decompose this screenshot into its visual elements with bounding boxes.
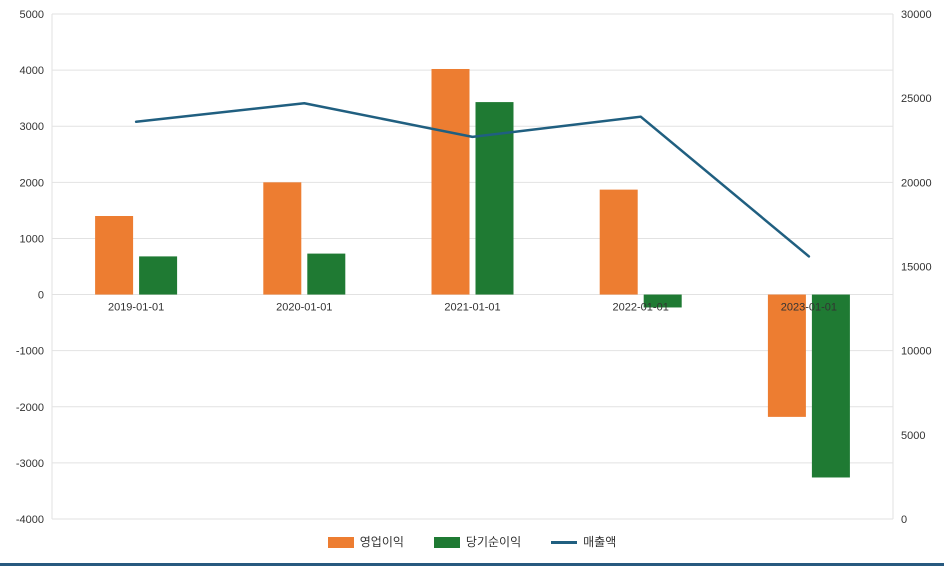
bar-operating-profit: [767, 294, 806, 417]
y-axis-tick-left: 3000: [20, 121, 44, 133]
legend-item-revenue[interactable]: 매출액: [551, 536, 616, 548]
y-axis-tick-left: 2000: [20, 177, 44, 189]
x-axis-tick: 2019-01-01: [108, 302, 164, 314]
legend-swatch-operating-profit-icon: [327, 536, 354, 548]
bar-operating-profit: [599, 189, 638, 295]
bar-operating-profit: [95, 216, 134, 295]
y-axis-tick-right: 0: [901, 514, 907, 526]
bar-net-income: [307, 253, 346, 295]
y-axis-tick-right: 10000: [901, 346, 932, 358]
y-axis-tick-right: 15000: [901, 262, 932, 274]
x-axis-tick: 2023-01-01: [781, 302, 837, 314]
bar-operating-profit: [263, 182, 302, 295]
y-axis-tick-left: -3000: [16, 458, 44, 470]
y-axis-tick-left: -2000: [16, 402, 44, 414]
x-axis-tick: 2021-01-01: [444, 302, 500, 314]
legend-label-revenue: 매출액: [583, 535, 617, 549]
y-axis-tick-right: 5000: [901, 430, 925, 442]
y-axis-tick-right: 20000: [901, 177, 932, 189]
y-axis-tick-right: 25000: [901, 93, 932, 105]
y-axis-tick-left: -4000: [16, 514, 44, 526]
bar-net-income: [811, 294, 850, 478]
y-axis-tick-right: 30000: [901, 9, 932, 21]
y-axis-tick-left: 4000: [20, 65, 44, 77]
bar-net-income: [139, 256, 178, 295]
y-axis-tick-left: 5000: [20, 9, 44, 21]
x-axis-tick: 2022-01-01: [613, 302, 669, 314]
y-axis-tick-left: -1000: [16, 346, 44, 358]
legend-swatch-revenue-line-icon: [551, 540, 578, 544]
legend-swatch-net-income-icon: [433, 536, 460, 548]
legend-label-operating-profit: 영업이익: [359, 535, 404, 549]
legend-item-operating-profit[interactable]: 영업이익: [327, 535, 404, 549]
bar-net-income: [643, 294, 682, 308]
x-axis-tick: 2020-01-01: [276, 302, 332, 314]
revenue-line: [134, 101, 811, 258]
bottom-border: [0, 563, 944, 566]
bar-net-income: [475, 102, 514, 295]
y-axis-tick-left: 1000: [20, 233, 44, 245]
y-axis-tick-left: 0: [38, 290, 44, 302]
chart-legend: 영업이익 당기순이익 매출액: [0, 536, 944, 548]
legend-label-net-income: 당기순이익: [465, 535, 522, 549]
legend-item-net-income[interactable]: 당기순이익: [433, 535, 522, 549]
bar-operating-profit: [431, 68, 470, 295]
